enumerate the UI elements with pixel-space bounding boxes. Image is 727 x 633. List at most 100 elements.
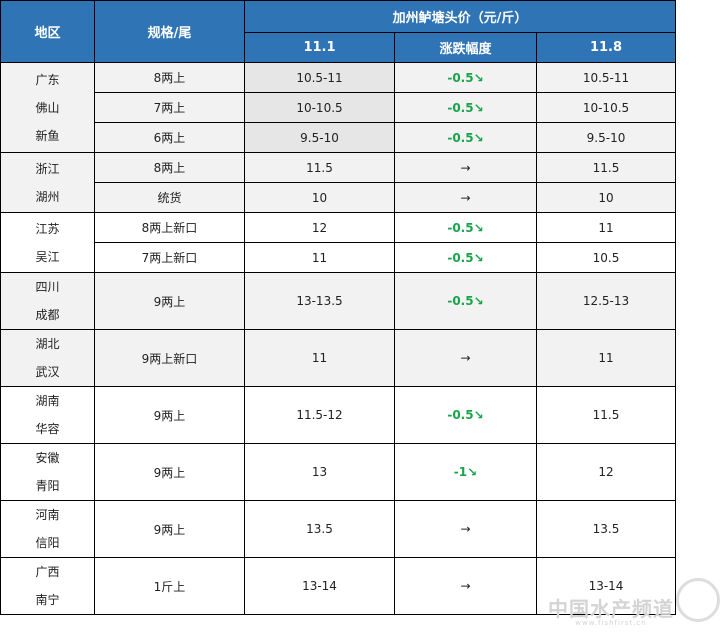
price-11-1-cell: 13-13.5 — [244, 272, 395, 330]
region-cell: 浙江 湖州 — [0, 152, 95, 213]
price-11-8-cell: 10.5 — [536, 242, 676, 273]
price-11-1-cell: 13-14 — [244, 557, 395, 615]
price-11-8-cell: 10.5-11 — [536, 62, 676, 93]
spec-cell: 8两上新口 — [94, 212, 245, 243]
region-line: 湖南 — [35, 394, 60, 408]
region-line: 成都 — [35, 308, 60, 322]
table-row: 7两上新口 11 -0.5↘ 10.5 — [1, 242, 676, 273]
watermark: 中国水产频道 www.fishfirst.cn — [548, 599, 674, 628]
spec-cell: 8两上 — [94, 62, 245, 93]
region-line: 信阳 — [35, 536, 60, 550]
region-line: 湖州 — [35, 189, 60, 204]
change-cell: → — [394, 557, 537, 615]
price-11-1-cell: 10 — [244, 182, 395, 213]
region-cell: 广西 南宁 — [0, 557, 95, 615]
region-line: 浙江 — [35, 161, 60, 176]
price-11-1-cell: 13.5 — [244, 500, 395, 558]
spec-cell: 9两上 — [94, 272, 245, 330]
watermark-text: 中国水产频道 — [548, 597, 674, 621]
region-line: 广东 — [35, 72, 60, 87]
header-date2: 11.8 — [536, 32, 676, 63]
price-11-8-cell: 12.5-13 — [536, 272, 676, 330]
region-line: 广西 — [35, 565, 60, 579]
spec-cell: 1斤上 — [94, 557, 245, 615]
region-cell: 江苏 吴江 — [0, 212, 95, 273]
price-11-1-cell: 9.5-10 — [244, 122, 395, 153]
region-cell: 广东 佛山 新鱼 — [0, 62, 95, 153]
spec-cell: 9两上 — [94, 500, 245, 558]
region-line: 华容 — [35, 422, 60, 436]
change-cell: -1↘ — [394, 443, 537, 501]
header-date1: 11.1 — [244, 32, 395, 63]
price-11-8-cell: 13.5 — [536, 500, 676, 558]
region-line: 南宁 — [35, 593, 60, 607]
region-line: 武汉 — [35, 365, 60, 379]
price-11-8-cell: 9.5-10 — [536, 122, 676, 153]
price-11-1-cell: 10-10.5 — [244, 92, 395, 123]
price-11-8-cell: 11.5 — [536, 386, 676, 444]
change-cell: -0.5↘ — [394, 272, 537, 330]
region-line: 四川 — [35, 280, 60, 294]
region-cell: 河南 信阳 — [0, 500, 95, 558]
change-cell: -0.5↘ — [394, 92, 537, 123]
region-line: 吴江 — [35, 249, 60, 264]
spec-cell: 6两上 — [94, 122, 245, 153]
price-11-1-cell: 11.5-12 — [244, 386, 395, 444]
change-cell: -0.5↘ — [394, 242, 537, 273]
change-cell: → — [394, 329, 537, 387]
region-line: 湖北 — [35, 337, 60, 351]
table-row: 湖南 华容 9两上 11.5-12 -0.5↘ 11.5 — [0, 386, 676, 444]
price-11-1-cell: 13 — [244, 443, 395, 501]
table-row: 统货 10 → 10 — [1, 182, 676, 213]
price-11-8-cell: 11 — [536, 329, 676, 387]
change-cell: -0.5↘ — [394, 122, 537, 153]
change-cell: → — [394, 500, 537, 558]
change-cell: → — [394, 152, 537, 183]
table-row: 6两上 9.5-10 -0.5↘ 9.5-10 — [1, 122, 676, 153]
price-11-8-cell: 12 — [536, 443, 676, 501]
region-cell: 安徽 青阳 — [0, 443, 95, 501]
header-price-title: 加州鲈塘头价（元/斤） — [244, 0, 676, 33]
change-cell: -0.5↘ — [394, 386, 537, 444]
price-11-8-cell: 11 — [536, 212, 676, 243]
region-line: 河南 — [35, 508, 60, 522]
table-row: 安徽 青阳 9两上 13 -1↘ 12 — [0, 443, 676, 501]
spec-cell: 8两上 — [94, 152, 245, 183]
table-row: 广东 佛山 新鱼 8两上 10.5-11 -0.5↘ 10.5-11 — [0, 62, 676, 153]
region-line: 新鱼 — [35, 128, 60, 143]
price-11-8-cell: 13-14 — [536, 557, 676, 615]
region-cell: 湖南 华容 — [0, 386, 95, 444]
spec-cell: 7两上 — [94, 92, 245, 123]
price-11-1-cell: 11 — [244, 329, 395, 387]
price-11-1-cell: 11.5 — [244, 152, 395, 183]
region-line: 青阳 — [35, 479, 60, 493]
region-line: 安徽 — [35, 451, 60, 465]
spec-cell: 9两上 — [94, 386, 245, 444]
table-row: 广西 南宁 1斤上 13-14 → 13-14 — [0, 557, 676, 615]
change-cell: -0.5↘ — [394, 212, 537, 243]
price-11-1-cell: 12 — [244, 212, 395, 243]
header-spec: 规格/尾 — [94, 0, 245, 63]
spec-cell: 统货 — [94, 182, 245, 213]
table-row: 四川 成都 9两上 13-13.5 -0.5↘ 12.5-13 — [0, 272, 676, 330]
watermark-url: www.fishfirst.cn — [575, 619, 647, 627]
spec-cell: 7两上新口 — [94, 242, 245, 273]
price-11-8-cell: 11.5 — [536, 152, 676, 183]
table-row: 湖北 武汉 9两上新口 11 → 11 — [0, 329, 676, 387]
spec-cell: 9两上新口 — [94, 329, 245, 387]
watermark-globe-icon — [676, 578, 720, 622]
change-cell: → — [394, 182, 537, 213]
table-row: 7两上 10-10.5 -0.5↘ 10-10.5 — [1, 92, 676, 123]
price-table: 地区 规格/尾 加州鲈塘头价（元/斤） 11.1 涨跌幅度 11.8 广东 佛山 新鱼 8两上… — [0, 0, 676, 615]
table-row: 江苏 吴江 8两上新口 12 -0.5↘ 11 — [0, 212, 676, 273]
spec-cell: 9两上 — [94, 443, 245, 501]
table-row: 河南 信阳 9两上 13.5 → 13.5 — [0, 500, 676, 558]
region-line: 江苏 — [35, 221, 60, 236]
header-change: 涨跌幅度 — [394, 32, 537, 63]
price-11-8-cell: 10 — [536, 182, 676, 213]
region-line: 佛山 — [35, 100, 60, 115]
region-cell: 湖北 武汉 — [0, 329, 95, 387]
region-cell: 四川 成都 — [0, 272, 95, 330]
price-11-8-cell: 10-10.5 — [536, 92, 676, 123]
price-11-1-cell: 11 — [244, 242, 395, 273]
